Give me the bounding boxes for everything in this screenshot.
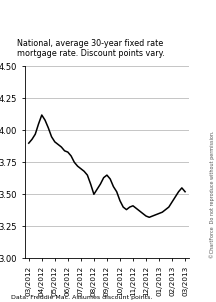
Text: ©ChartForce  Do not reproduce without permission.: ©ChartForce Do not reproduce without per… [209, 131, 215, 258]
Text: Freddie Mac 30-Year Fixed: Freddie Mac 30-Year Fixed [0, 10, 216, 25]
Text: National, average 30-year fixed rate
mortgage rate. Discount points vary.: National, average 30-year fixed rate mor… [17, 39, 165, 58]
Text: Data: Freddie Mac. Assumes discount points.: Data: Freddie Mac. Assumes discount poin… [11, 295, 152, 300]
